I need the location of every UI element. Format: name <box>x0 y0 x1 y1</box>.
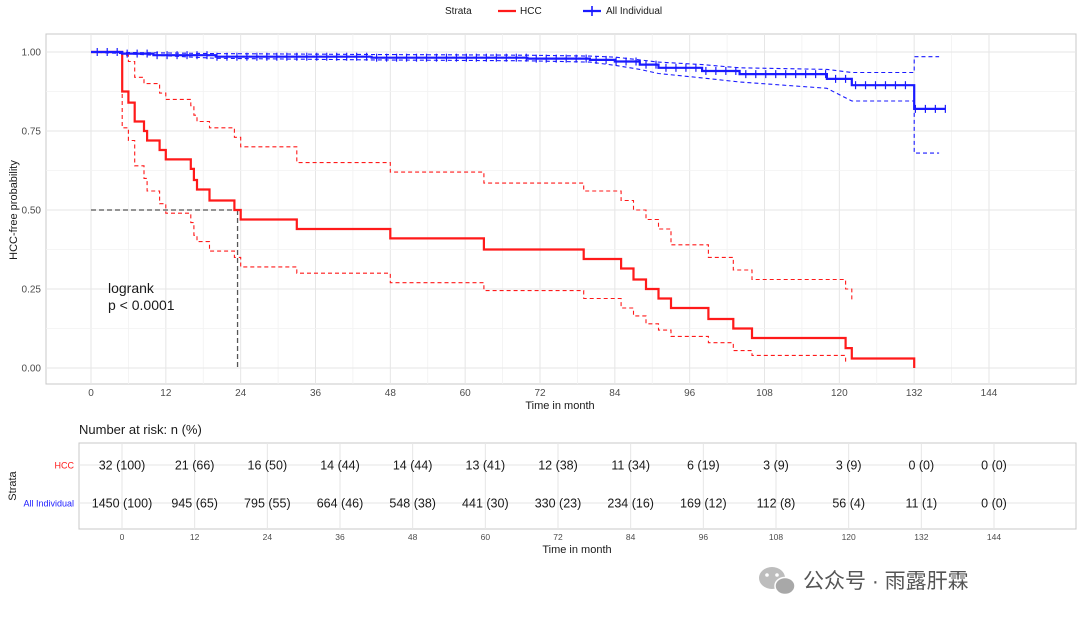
x-tick-label: 84 <box>609 388 621 399</box>
x-tick-label: 120 <box>831 388 848 399</box>
risk-table-panel <box>78 442 1077 530</box>
risk-x-tick-label: 36 <box>335 532 345 542</box>
risk-cell: 12 (38) <box>538 459 578 473</box>
legend-title: Strata <box>445 6 472 17</box>
y-tick-label: 1.00 <box>22 48 42 59</box>
risk-cell: 664 (46) <box>317 497 364 511</box>
survival-curve-hcc <box>91 50 916 368</box>
watermark: 公众号 · 雨露肝霖 <box>759 567 969 596</box>
risk-table-title: Number at risk: n (%) <box>79 422 202 437</box>
risk-cell: 3 (9) <box>763 459 789 473</box>
risk-x-tick-label: 72 <box>553 532 563 542</box>
y-axis-title: HCC-free probability <box>8 160 20 260</box>
risk-cell: 795 (55) <box>244 497 291 511</box>
watermark-text: 公众号 · 雨露肝霖 <box>803 570 969 593</box>
y-tick-label: 0.50 <box>22 206 42 217</box>
risk-cell: 945 (65) <box>171 497 218 511</box>
risk-x-tick-label: 132 <box>914 532 928 542</box>
risk-cell: 16 (50) <box>248 459 288 473</box>
x-tick-label: 0 <box>88 388 94 399</box>
risk-x-tick-label: 108 <box>769 532 783 542</box>
main-gridlines <box>46 34 1076 384</box>
risk-x-tick-label: 60 <box>481 532 491 542</box>
risk-x-tick-label: 24 <box>263 532 273 542</box>
risk-cell: 3 (9) <box>836 459 862 473</box>
risk-table-x-ticks: 0 12 24 36 48 60 72 84 96 108 120 132 144 <box>120 532 1002 542</box>
risk-table-cells: 32 (100) 21 (66) 16 (50) 14 (44) 14 (44) 13 (… <box>92 459 1007 511</box>
ci-upper-all <box>90 51 940 74</box>
x-tick-label: 144 <box>981 388 998 399</box>
risk-cell: 169 (12) <box>680 497 727 511</box>
risk-row-label: HCC <box>55 461 75 471</box>
risk-x-tick-label: 84 <box>626 532 636 542</box>
median-reference-lines <box>91 209 239 368</box>
risk-cell: 11 (34) <box>611 459 650 473</box>
survival-curve-all <box>91 50 946 111</box>
risk-cell: 14 (44) <box>393 459 433 473</box>
wechat-icon <box>759 567 796 596</box>
risk-cell: 6 (19) <box>687 459 720 473</box>
risk-cell: 32 (100) <box>99 459 146 473</box>
risk-cell: 112 (8) <box>757 497 796 511</box>
plot-panel-border <box>45 33 1077 385</box>
x-tick-label: 24 <box>235 388 247 399</box>
legend-label-hcc: HCC <box>520 6 542 17</box>
x-tick-label: 72 <box>534 388 546 399</box>
y-tick-label: 0.75 <box>22 127 42 138</box>
risk-cell: 1450 (100) <box>92 497 152 511</box>
x-tick-label: 36 <box>310 388 322 399</box>
risk-cell: 0 (0) <box>981 459 1007 473</box>
legend: Strata HCC All Individual <box>445 6 662 17</box>
x-tick-label: 12 <box>160 388 172 399</box>
x-tick-label: 96 <box>684 388 696 399</box>
risk-cell: 0 (0) <box>908 459 934 473</box>
risk-cell: 0 (0) <box>981 497 1007 511</box>
risk-table-row-labels: HCC All Individual <box>23 461 74 509</box>
risk-cell: 21 (66) <box>175 459 215 473</box>
y-tick-labels: 0.00 0.25 0.50 0.75 1.00 <box>22 48 42 375</box>
risk-x-tick-label: 0 <box>120 532 125 542</box>
risk-table-x-title: Time in month <box>542 544 611 556</box>
x-tick-labels: 0 12 24 36 48 60 72 84 96 108 120 132 144 <box>88 388 998 399</box>
ci-upper-hcc <box>121 52 853 302</box>
logrank-p-value: p < 0.0001 <box>108 297 175 313</box>
y-tick-label: 0.25 <box>22 285 42 296</box>
plot-panel: 0.00 0.25 0.50 0.75 1.00 0 12 24 36 48 60 72 84 96 10… <box>8 33 1077 412</box>
logrank-label: logrank <box>108 280 155 296</box>
risk-cell: 548 (38) <box>389 497 436 511</box>
risk-row-label: All Individual <box>23 499 74 509</box>
risk-table: Number at risk: n (%) 32 (100) 21 (66) 16 … <box>7 422 1077 556</box>
risk-cell: 441 (30) <box>462 497 509 511</box>
x-tick-label: 108 <box>756 388 773 399</box>
risk-x-tick-label: 48 <box>408 532 418 542</box>
risk-table-y-title: Strata <box>7 470 19 500</box>
risk-cell: 234 (16) <box>607 497 654 511</box>
legend-label-all: All Individual <box>606 6 662 17</box>
ci-lower-all <box>90 51 940 154</box>
ci-lower-hcc <box>121 52 847 362</box>
risk-cell: 11 (1) <box>905 497 937 511</box>
risk-x-tick-label: 120 <box>842 532 856 542</box>
risk-x-tick-label: 96 <box>699 532 709 542</box>
x-tick-label: 60 <box>460 388 472 399</box>
x-axis-title: Time in month <box>525 400 594 412</box>
risk-x-tick-label: 144 <box>987 532 1001 542</box>
survival-curves <box>90 48 946 368</box>
risk-cell: 56 (4) <box>832 497 865 511</box>
risk-x-tick-label: 12 <box>190 532 200 542</box>
x-tick-label: 132 <box>906 388 923 399</box>
risk-cell: 330 (23) <box>535 497 582 511</box>
y-tick-label: 0.00 <box>22 364 42 375</box>
risk-cell: 13 (41) <box>466 459 506 473</box>
risk-table-gridlines <box>79 443 1076 529</box>
x-tick-label: 48 <box>385 388 397 399</box>
risk-cell: 14 (44) <box>320 459 360 473</box>
